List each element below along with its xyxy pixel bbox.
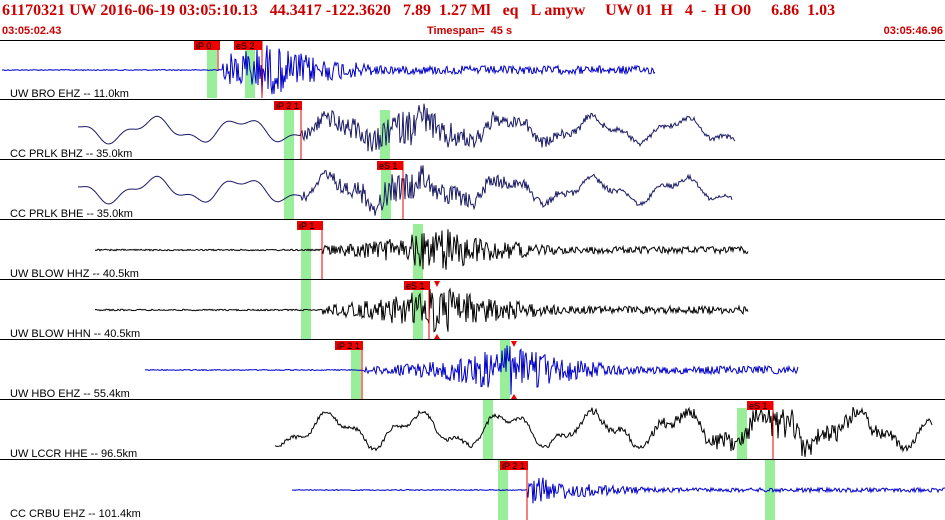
event-header: 61170321 UW 2016-06-19 03:05:10.13 44.34…: [0, 0, 945, 41]
pick-flag[interactable]: iP 2 1: [335, 341, 363, 399]
channel-row[interactable]: eS 1 CC PRLK BHE -- 35.0km: [0, 160, 945, 220]
waveform: [291, 477, 945, 504]
seismogram-panel[interactable]: iP 0 eS 2 UW BRO EHZ -- 11.0km iP 2 1 CC…: [0, 40, 945, 520]
channel-row[interactable]: iP 2 1 CC CRBU EHZ -- 101.4km: [10, 460, 945, 520]
pick-window: [500, 340, 510, 399]
channel-label: CC PRLK BHE -- 35.0km: [10, 208, 133, 220]
waveform: [94, 287, 749, 333]
pick-flag[interactable]: eS 2: [234, 41, 263, 98]
pick-flag[interactable]: eS 1: [377, 161, 404, 219]
pick-label: iP 2 1: [276, 101, 299, 111]
pick-window: [765, 460, 775, 520]
pick-flag[interactable]: iP 1: [297, 221, 323, 279]
pick-label: iP 2 1: [337, 341, 360, 351]
pick-window: [245, 48, 255, 98]
pick-window: [351, 348, 361, 399]
pick-window: [413, 288, 423, 339]
channel-label: CC CRBU EHZ -- 101.4km: [10, 508, 141, 520]
pick-window: [284, 108, 294, 159]
pick-label: iP 2 1: [502, 461, 525, 471]
waveform: [77, 165, 733, 216]
pick-label: eS 2: [236, 41, 255, 51]
pick-window: [301, 228, 311, 279]
pick-label: eS 1: [406, 281, 425, 291]
pick-flag[interactable]: eS 1: [404, 281, 430, 339]
pick-flag[interactable]: iP 2 1: [500, 461, 528, 520]
channel-label: UW LCCR HHE -- 96.5km: [10, 448, 137, 460]
waveform: [274, 405, 933, 457]
start-time: 03:05:02.43: [2, 25, 62, 37]
pick-window: [207, 48, 217, 98]
channel-label: UW BLOW HHN -- 40.5km: [10, 328, 140, 340]
timespan: Timespan= 45 s: [427, 25, 513, 37]
channel-label: UW BLOW HHZ -- 40.5km: [10, 268, 139, 280]
end-time: 03:05:46.96: [883, 25, 943, 37]
waveform: [77, 103, 736, 152]
amplitude-marker-icon: [511, 341, 517, 347]
event-summary-title: 61170321 UW 2016-06-19 03:05:10.13 44.34…: [2, 2, 836, 19]
channel-row[interactable]: eS 1 UW BLOW HHN -- 40.5km: [0, 280, 945, 340]
channel-row[interactable]: iP 1 UW BLOW HHZ -- 40.5km: [0, 221, 945, 280]
amplitude-marker-icon: [434, 334, 440, 339]
pick-flag[interactable]: iP 2 1: [274, 101, 302, 159]
channel-label: UW HBO EHZ -- 55.4km: [10, 388, 130, 400]
amplitude-marker-icon: [511, 394, 517, 399]
channel-row[interactable]: iP 0 eS 2 UW BRO EHZ -- 11.0km: [0, 41, 945, 100]
channel-label: UW BRO EHZ -- 11.0km: [10, 88, 129, 100]
pick-label: eS 1: [749, 401, 768, 411]
waveform: [94, 229, 749, 270]
pick-label: iP 0: [196, 41, 211, 51]
amplitude-marker-icon: [434, 281, 440, 287]
pick-window: [284, 160, 294, 219]
pick-window: [483, 400, 493, 459]
waveform: [1, 45, 656, 96]
pick-label: eS 1: [379, 161, 398, 171]
pick-label: iP 1: [299, 221, 314, 231]
channel-label: CC PRLK BHZ -- 35.0km: [10, 148, 132, 160]
channel-row[interactable]: iP 2 1 CC PRLK BHZ -- 35.0km: [0, 101, 945, 160]
channel-row[interactable]: iP 2 1 UW HBO EHZ -- 55.4km: [0, 340, 945, 400]
waveform: [144, 345, 799, 395]
channel-row[interactable]: eS 1 UW LCCR HHE -- 96.5km: [0, 400, 945, 460]
pick-flag[interactable]: iP 0: [194, 41, 220, 70]
pick-flag[interactable]: eS 1: [747, 401, 774, 459]
